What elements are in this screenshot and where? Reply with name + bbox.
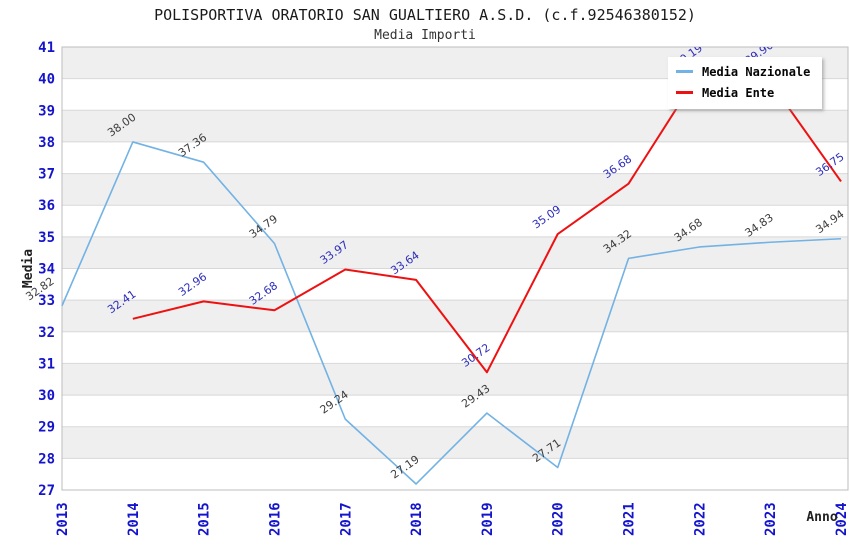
plot-band [62,426,848,459]
x-axis-title: Anno [806,510,837,525]
chart-header: POLISPORTIVA ORATORIO SAN GUALTIERO A.S.… [0,6,850,43]
x-tick-label: 2018 [409,502,425,536]
y-tick-label: 39 [38,103,55,119]
data-point-label: 34.83 [743,211,776,240]
legend-label-media-nazionale: Media Nazionale [702,64,811,79]
x-tick-label: 2019 [480,502,496,536]
series-line-media-nazionale [61,141,842,485]
data-point-label: 32.96 [176,270,209,299]
x-tick-label: 2017 [338,502,354,536]
red-line-swatch-icon [676,91,693,94]
legend-item-media-nazionale: Media Nazionale [676,61,822,82]
y-tick-label: 41 [38,40,55,56]
y-tick-label: 35 [38,230,55,246]
y-tick-label: 33 [38,293,55,309]
plot-band [62,110,848,142]
y-tick-label: 27 [38,483,55,499]
chart-legend: Media Nazionale Media Ente [668,57,822,109]
x-tick-label: 2013 [55,502,71,536]
plot-border [61,46,849,491]
y-tick-label: 29 [38,420,55,436]
plot-band [62,363,848,396]
x-tick-label: 2021 [622,502,638,536]
plot-band [62,236,848,269]
y-tick-label: 36 [38,198,55,214]
chart-subtitle: Media Importi [374,28,476,43]
plot-band [62,300,848,332]
x-tick-label: 2023 [763,502,779,536]
data-point-label: 35.09 [530,203,563,232]
blue-line-swatch-icon [676,70,693,73]
chart-title: POLISPORTIVA ORATORIO SAN GUALTIERO A.S.… [154,6,696,24]
x-tick-label: 2022 [692,502,708,536]
y-tick-label: 31 [38,356,55,372]
y-tick-label: 40 [38,72,55,88]
x-tick-label: 2016 [267,502,283,536]
x-tick-label: 2024 [834,502,850,536]
y-tick-label: 37 [38,167,55,183]
x-tick-label: 2020 [551,502,567,536]
y-tick-label: 34 [38,262,55,278]
y-axis-title: Media [21,249,36,288]
legend-item-media-ente: Media Ente [676,82,822,103]
x-tick-label: 2014 [126,502,142,536]
x-tick-label: 2015 [197,502,213,536]
plot-band [62,173,848,206]
data-point-label: 34.94 [813,208,846,237]
y-tick-label: 38 [38,135,55,151]
legend-label-media-ente: Media Ente [702,85,775,100]
y-tick-label: 32 [38,325,55,341]
y-tick-label: 30 [38,388,55,404]
y-tick-label: 28 [38,451,55,467]
series-labels: 32.8238.0037.3634.7929.2427.1929.4327.71… [23,111,846,482]
